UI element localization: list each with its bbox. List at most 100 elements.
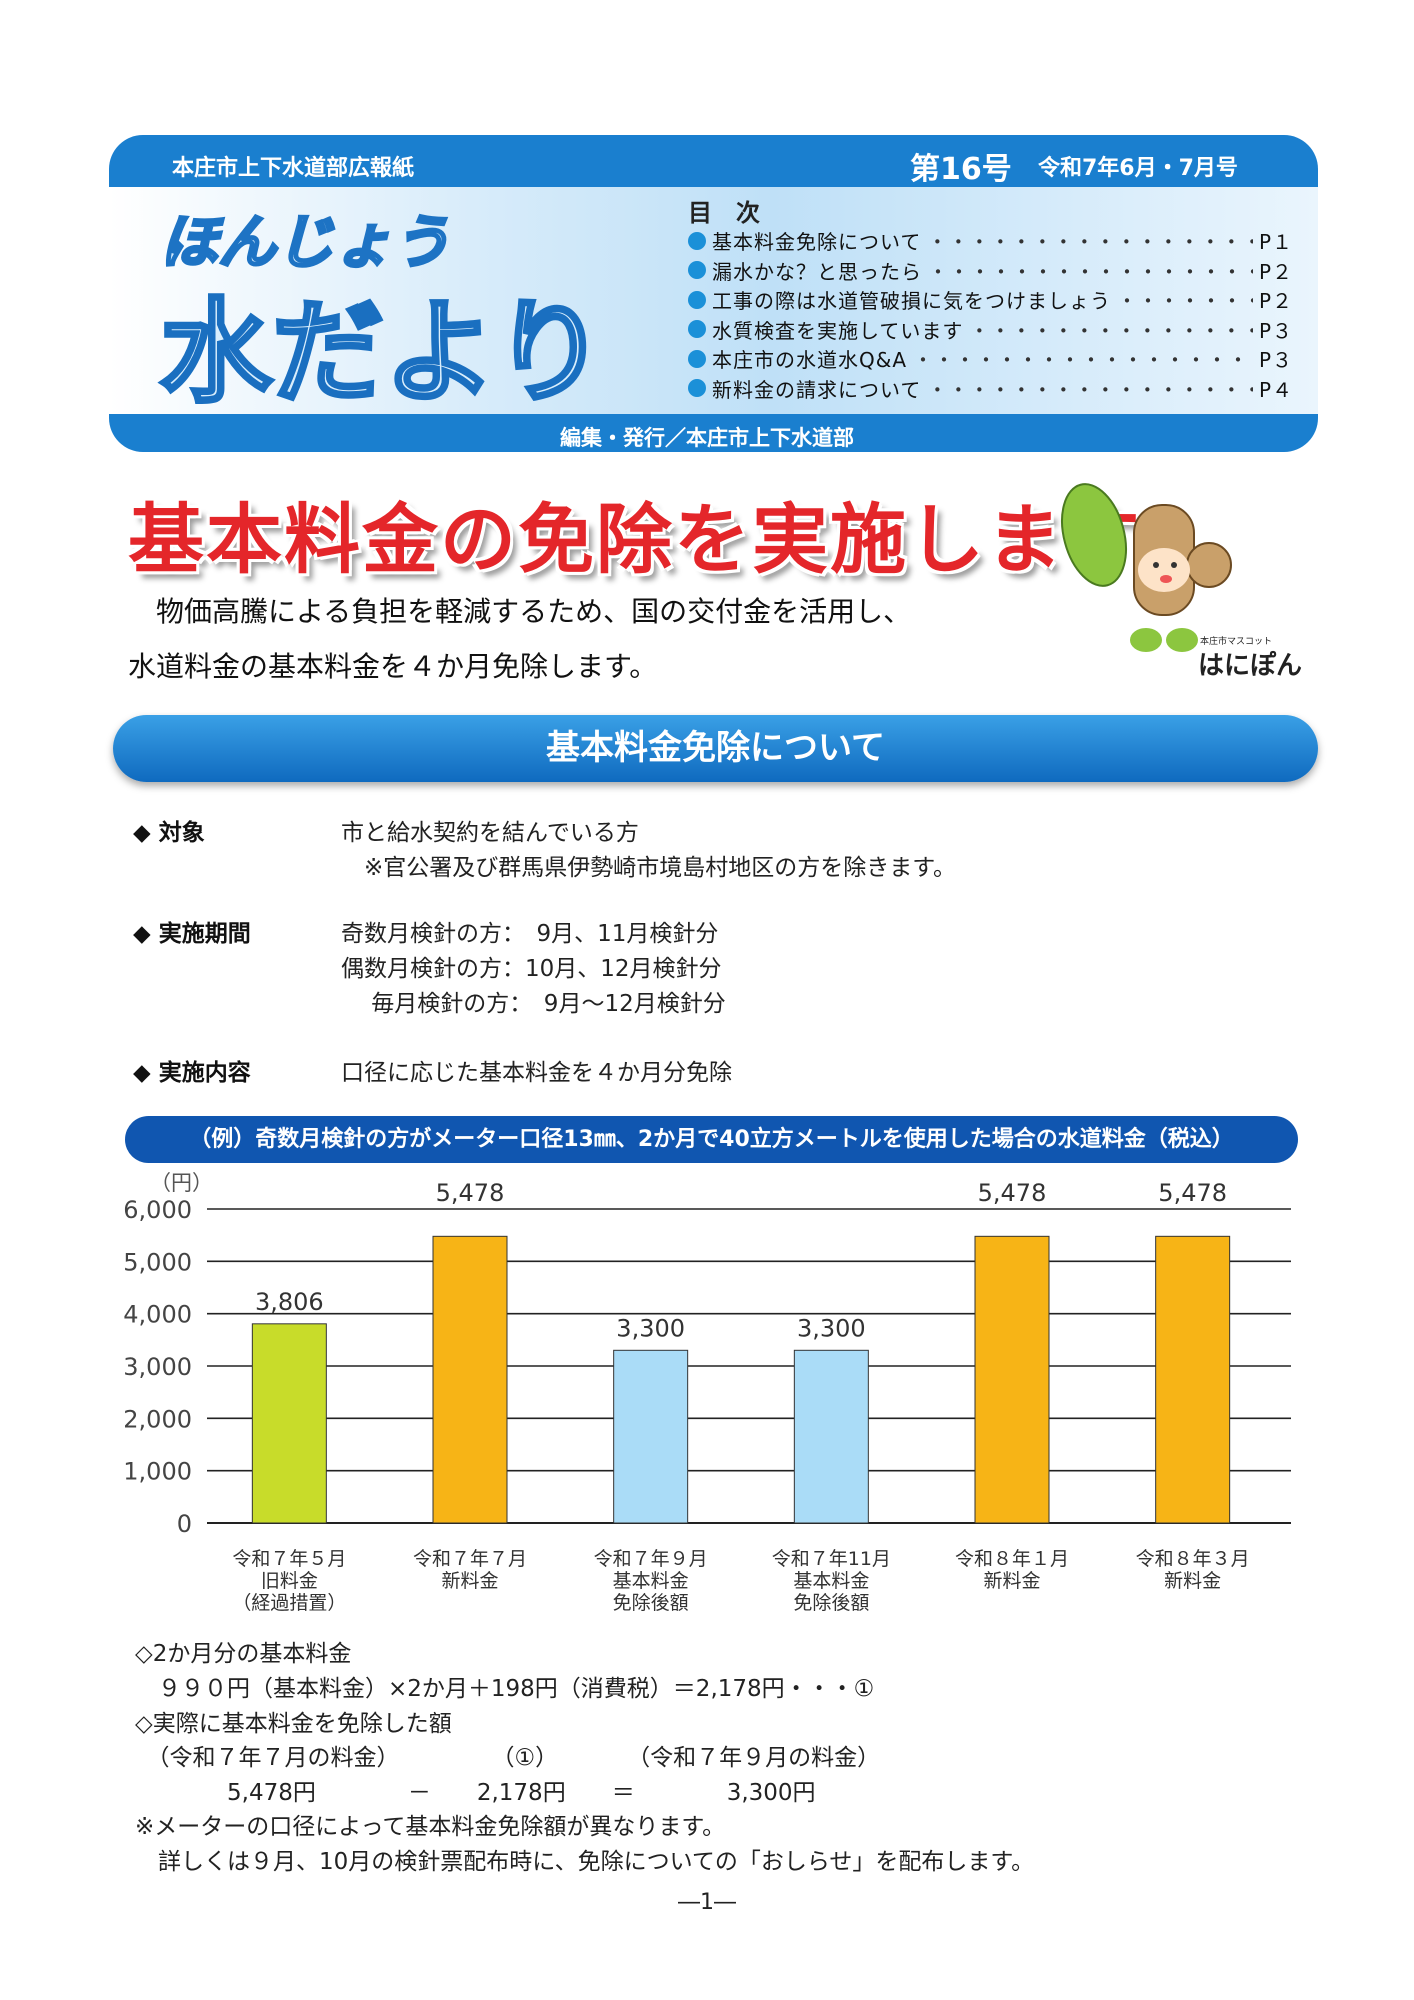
x-tick-label: 新料金 (1164, 1570, 1221, 1592)
data-label: 5,478 (436, 1179, 505, 1207)
bullet-icon (688, 290, 706, 309)
detail-label: ◆ 実施内容 (133, 1060, 251, 1086)
bullet-icon (688, 379, 706, 398)
toc-item[interactable]: 工事の際は水道管破損に気をつけましょう・・・・・・・・・・・・・・・・・・・・・… (688, 285, 1293, 315)
chart-banner: （例）奇数月検針の方がメーター口径13㎜、2か月で40立方メートルを使用した場合… (125, 1116, 1298, 1163)
y-tick-label: 2,000 (123, 1405, 192, 1433)
x-tick-label: 旧料金 (261, 1570, 318, 1592)
bullet-icon (688, 261, 706, 280)
leader-dots: ・・・・・・・・・・・・・・・・・・・・・・・・・・・・ (913, 348, 1253, 373)
y-tick-label: 3,000 (123, 1353, 192, 1381)
x-tick-label: 新料金 (983, 1570, 1040, 1592)
logo-line1: ほんじょう (158, 207, 451, 278)
bullet-icon (688, 349, 706, 368)
toc-item[interactable]: 新料金の請求について・・・・・・・・・・・・・・・・・・・・・・・・・・・・P４ (688, 374, 1293, 404)
bullet-icon (688, 320, 706, 339)
x-tick-label: 基本料金 (613, 1570, 689, 1592)
note-line: ◇実際に基本料金を免除した額 (135, 1711, 452, 1737)
toc-label: 本庄市の水道水Q&A (712, 348, 908, 373)
toc-page: P３ (1258, 318, 1293, 343)
toc-label: 工事の際は水道管破損に気をつけましょう (712, 289, 1111, 314)
detail-label: ◆ 実施期間 (133, 921, 251, 947)
toc-label: 水質検査を実施しています (712, 318, 964, 343)
mascot-caption: 本庄市マスコット (1200, 637, 1273, 647)
toc-label: 新料金の請求について (712, 377, 922, 402)
note-line: ◇2か月分の基本料金 (135, 1641, 352, 1667)
y-tick-label: 6,000 (123, 1196, 192, 1224)
detail-value: 奇数月検針の方： 9月、11月検針分 (341, 921, 719, 947)
toc-page: P２ (1258, 289, 1293, 314)
page-number: ―1― (678, 1890, 736, 1915)
bar (432, 1235, 508, 1524)
issue-date: 令和7年6月・7月号 (1038, 156, 1238, 181)
leader-dots: ・・・・・・・・・・・・・・・・・・・・・・・・・・・・ (927, 377, 1253, 402)
x-tick-label: 令和８年３月 (1136, 1548, 1250, 1570)
x-tick-label: 令和７年11月 (772, 1548, 891, 1570)
bar (974, 1235, 1050, 1524)
x-tick-label: 免除後額 (613, 1592, 689, 1614)
data-label: 3,300 (616, 1314, 685, 1342)
leader-dots: ・・・・・・・・・・・・・・・・・・・・・・・・・・・・ (969, 318, 1253, 343)
x-tick-label: 令和８年１月 (955, 1548, 1069, 1570)
detail-label: ◆ 対象 (133, 820, 205, 846)
toc-page: P３ (1258, 348, 1293, 373)
x-tick-label: 令和７年７月 (413, 1548, 527, 1570)
leader-dots: ・・・・・・・・・・・・・・・・・・・・・・・・・・・・ (1117, 289, 1253, 314)
intro-line-2: 水道料金の基本料金を４か月免除します。 (128, 650, 658, 683)
toc-item[interactable]: 基本料金免除について・・・・・・・・・・・・・・・・・・・・・・・・・・・・P１ (688, 226, 1293, 256)
issue-number: 第16号 (910, 152, 1012, 187)
toc-page: P２ (1258, 259, 1293, 284)
x-tick-label: 新料金 (441, 1570, 498, 1592)
note-line: ９９０円（基本料金）×2か月＋198円（消費税）＝2,178円・・・① (135, 1676, 875, 1702)
note-line: ※メーターの口径によって基本料金免除額が異なります。 (135, 1814, 726, 1840)
y-tick-label: 5,000 (123, 1248, 192, 1276)
editor: 編集・発行／本庄市上下水道部 (560, 426, 854, 450)
y-tick-label: 0 (177, 1510, 192, 1538)
detail-value: 口径に応じた基本料金を４か月分免除 (341, 1060, 732, 1086)
toc-page: P４ (1258, 377, 1293, 402)
data-label: 3,300 (797, 1314, 866, 1342)
publisher: 本庄市上下水道部広報紙 (172, 156, 415, 181)
data-label: 5,478 (978, 1179, 1047, 1207)
x-tick-label: 令和７年９月 (594, 1548, 708, 1570)
note-line: 5,478円 － 2,178円 ＝ 3,300円 (135, 1780, 816, 1806)
detail-value: 毎月検針の方： 9月～12月検針分 (341, 991, 726, 1017)
x-tick-label: 免除後額 (793, 1592, 869, 1614)
x-tick-label: 基本料金 (793, 1570, 869, 1592)
detail-value: 偶数月検針の方：10月、12月検針分 (341, 956, 722, 982)
bar (251, 1323, 327, 1524)
intro-line-1: 物価高騰による負担を軽減するため、国の交付金を活用し、 (128, 595, 912, 628)
bullet-icon (688, 231, 706, 250)
logo-line2: 水だより (158, 286, 608, 420)
bar (793, 1349, 869, 1524)
toc-item[interactable]: 水質検査を実施しています・・・・・・・・・・・・・・・・・・・・・・・・・・・・… (688, 315, 1293, 345)
x-tick-label: 令和７年５月 (232, 1548, 346, 1570)
leader-dots: ・・・・・・・・・・・・・・・・・・・・・・・・・・・・ (928, 259, 1253, 284)
y-axis-label: （円） (150, 1171, 213, 1195)
leader-dots: ・・・・・・・・・・・・・・・・・・・・・・・・・・・・ (927, 230, 1253, 255)
detail-value: 市と給水契約を結んでいる方 (341, 820, 639, 846)
toc-label: 漏水かな？と思ったら (712, 259, 922, 284)
note-line: 詳しくは９月、10月の検針票配布時に、免除についての「おしらせ」を配布します。 (135, 1849, 1035, 1875)
table-of-contents: 基本料金免除について・・・・・・・・・・・・・・・・・・・・・・・・・・・・P１… (688, 226, 1293, 403)
section-title: 基本料金免除について (113, 715, 1318, 782)
y-tick-label: 4,000 (123, 1301, 192, 1329)
toc-label: 基本料金免除について (712, 230, 922, 255)
bar (613, 1349, 689, 1524)
mascot-name: はにぽん (1198, 651, 1303, 681)
detail-value: ※官公署及び群馬県伊勢崎市境島村地区の方を除きます。 (341, 855, 956, 881)
toc-item[interactable]: 本庄市の水道水Q&A・・・・・・・・・・・・・・・・・・・・・・・・・・・・P３ (688, 344, 1293, 374)
headline: 基本料金の免除を実施します (128, 495, 1142, 584)
toc-item[interactable]: 漏水かな？と思ったら・・・・・・・・・・・・・・・・・・・・・・・・・・・・P２ (688, 256, 1293, 286)
x-tick-label: （経過措置） (232, 1592, 346, 1614)
toc-page: P１ (1258, 230, 1293, 255)
toc-title: 目 次 (688, 199, 760, 227)
mascot-image (1054, 475, 1304, 675)
note-line: （令和７年７月の料金） （①） （令和７年９月の料金） (135, 1745, 881, 1771)
data-label: 3,806 (255, 1288, 324, 1316)
y-tick-label: 1,000 (123, 1458, 192, 1486)
bar (1155, 1235, 1231, 1524)
masthead (109, 135, 1318, 452)
